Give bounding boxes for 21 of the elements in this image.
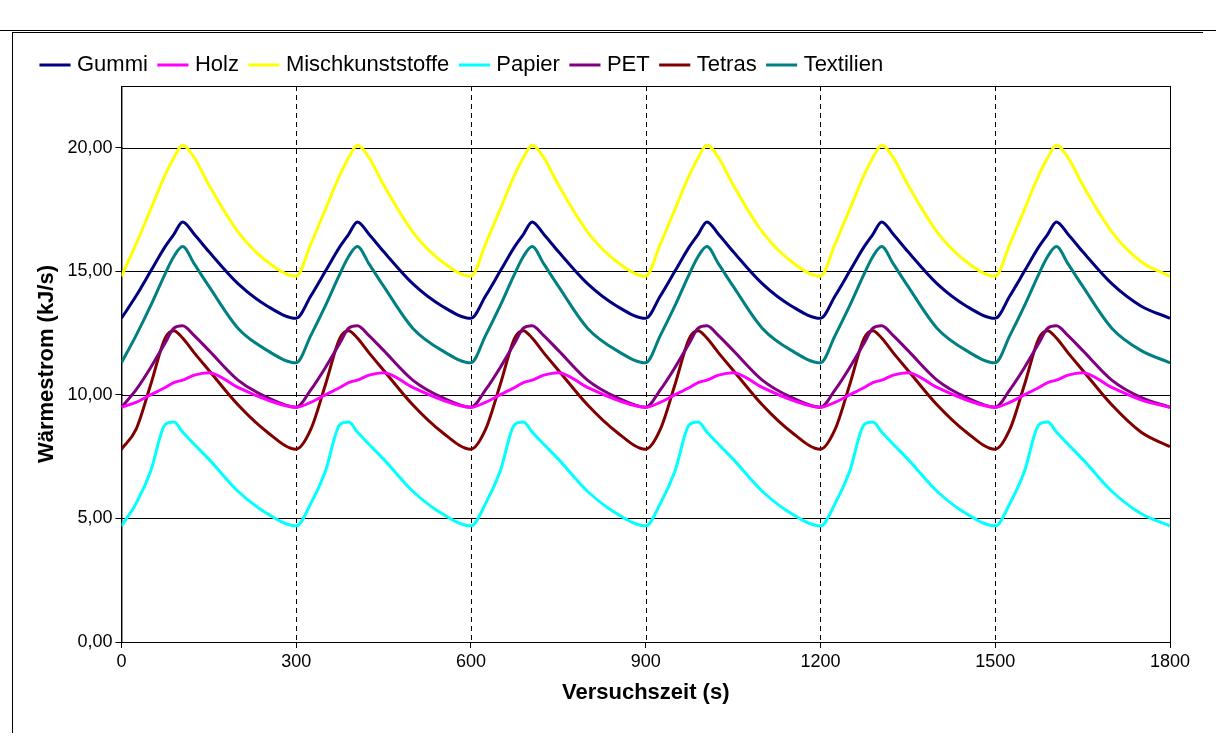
x-tick-label: 1200: [800, 650, 841, 671]
legend-label: Gummi: [77, 51, 148, 77]
y-tick-label: 20,00: [67, 136, 113, 157]
legend-label: Holz: [194, 51, 239, 77]
legend-label: Textilien: [803, 51, 884, 77]
y-tick-label: 5,00: [77, 507, 113, 528]
legend-label: PET: [606, 51, 650, 77]
legend-label: Mischkunststoffe: [285, 51, 450, 77]
legend-label: Tetras: [696, 51, 757, 77]
legend-label: Papier: [496, 51, 560, 77]
x-tick-label: 0: [116, 650, 127, 671]
y-tick-label: 0,00: [77, 630, 113, 651]
y-tick-label: 10,00: [67, 383, 113, 404]
x-tick-label: 300: [281, 650, 312, 671]
x-tick-label: 900: [630, 650, 661, 671]
x-tick-label: 600: [455, 650, 486, 671]
x-axis-title: Versuchszeit (s): [561, 678, 730, 704]
x-tick-label: 1500: [975, 650, 1016, 671]
y-axis-title: Wärmestrom (kJ/s): [33, 264, 59, 464]
x-tick-label: 1800: [1149, 650, 1191, 671]
y-tick-label: 15,00: [67, 260, 113, 281]
